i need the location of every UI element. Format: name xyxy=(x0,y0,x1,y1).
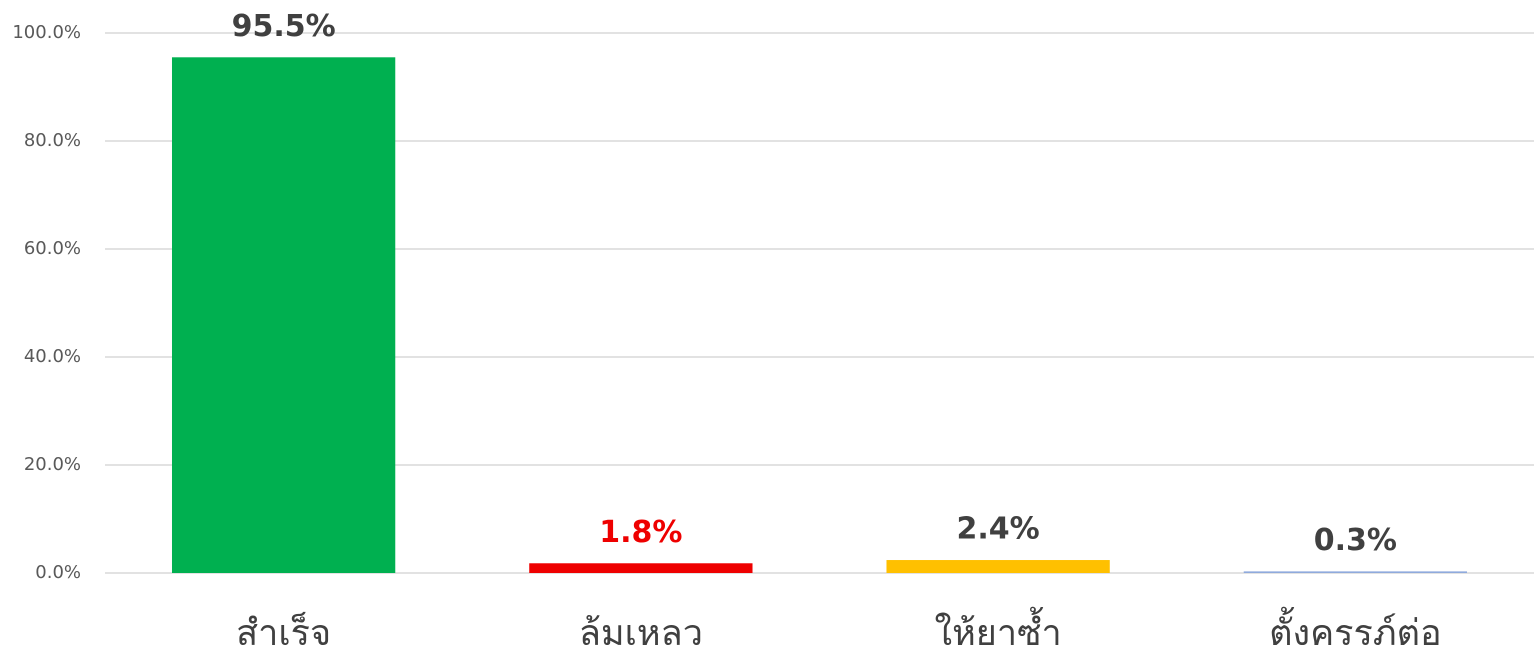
y-tick-label: 60.0% xyxy=(24,238,81,259)
y-tick-label: 0.0% xyxy=(35,562,81,583)
data-label: 0.3% xyxy=(1314,523,1397,558)
x-tick-label: ล้มเหลว xyxy=(579,613,703,654)
x-tick-label: สำเร็จ xyxy=(236,610,331,654)
data-label: 95.5% xyxy=(232,9,336,44)
bar xyxy=(1243,571,1468,573)
x-tick-label: ให้ยาซ้ำ xyxy=(934,606,1061,654)
y-tick-label: 80.0% xyxy=(24,130,81,151)
y-tick-label: 100.0% xyxy=(12,22,81,43)
y-tick-label: 40.0% xyxy=(24,346,81,367)
data-label: 1.8% xyxy=(599,515,682,550)
x-tick-label: ตั้งครรภ์ต่อ xyxy=(1269,606,1441,654)
y-tick-label: 20.0% xyxy=(24,454,81,475)
bar xyxy=(886,560,1110,573)
data-label: 2.4% xyxy=(957,512,1040,547)
bar xyxy=(171,57,396,574)
bar xyxy=(529,563,753,573)
